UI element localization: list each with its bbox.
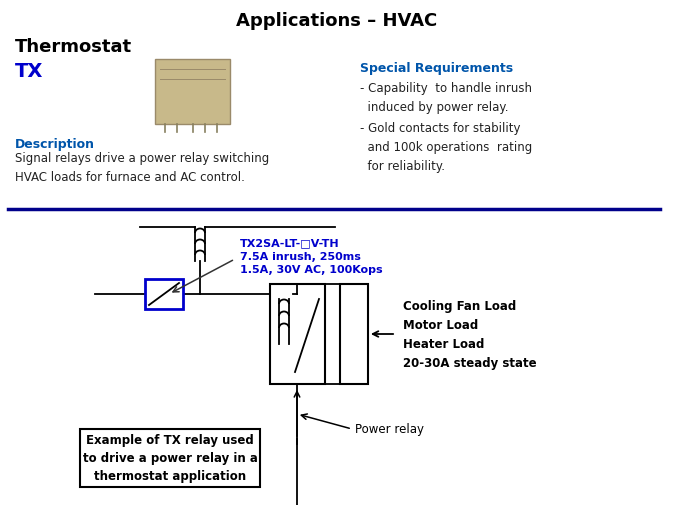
- Text: TX2SA-LT-□V-TH
7.5A inrush, 250ms
1.5A, 30V AC, 100Kops: TX2SA-LT-□V-TH 7.5A inrush, 250ms 1.5A, …: [240, 237, 383, 275]
- Text: Power relay: Power relay: [355, 423, 424, 436]
- Bar: [270, 284, 325, 384]
- Text: - Gold contacts for stability
  and 100k operations  rating
  for reliability.: - Gold contacts for stability and 100k o…: [360, 122, 532, 173]
- Text: - Capability  to handle inrush
  induced by power relay.: - Capability to handle inrush induced by…: [360, 82, 532, 114]
- Text: TX: TX: [15, 62, 43, 81]
- Text: Thermostat: Thermostat: [15, 38, 132, 56]
- Bar: [340, 284, 368, 384]
- Bar: [155, 60, 230, 125]
- Text: Example of TX relay used
to drive a power relay in a
thermostat application: Example of TX relay used to drive a powe…: [82, 434, 257, 483]
- Text: Cooling Fan Load
Motor Load
Heater Load
20-30A steady state: Cooling Fan Load Motor Load Heater Load …: [403, 299, 537, 369]
- Text: Applications – HVAC: Applications – HVAC: [237, 12, 437, 30]
- Bar: [145, 279, 183, 310]
- Bar: [80, 429, 260, 487]
- Text: Signal relays drive a power relay switching
HVAC loads for furnace and AC contro: Signal relays drive a power relay switch…: [15, 152, 269, 184]
- Text: Special Requirements: Special Requirements: [360, 62, 513, 75]
- Text: Description: Description: [15, 138, 95, 150]
